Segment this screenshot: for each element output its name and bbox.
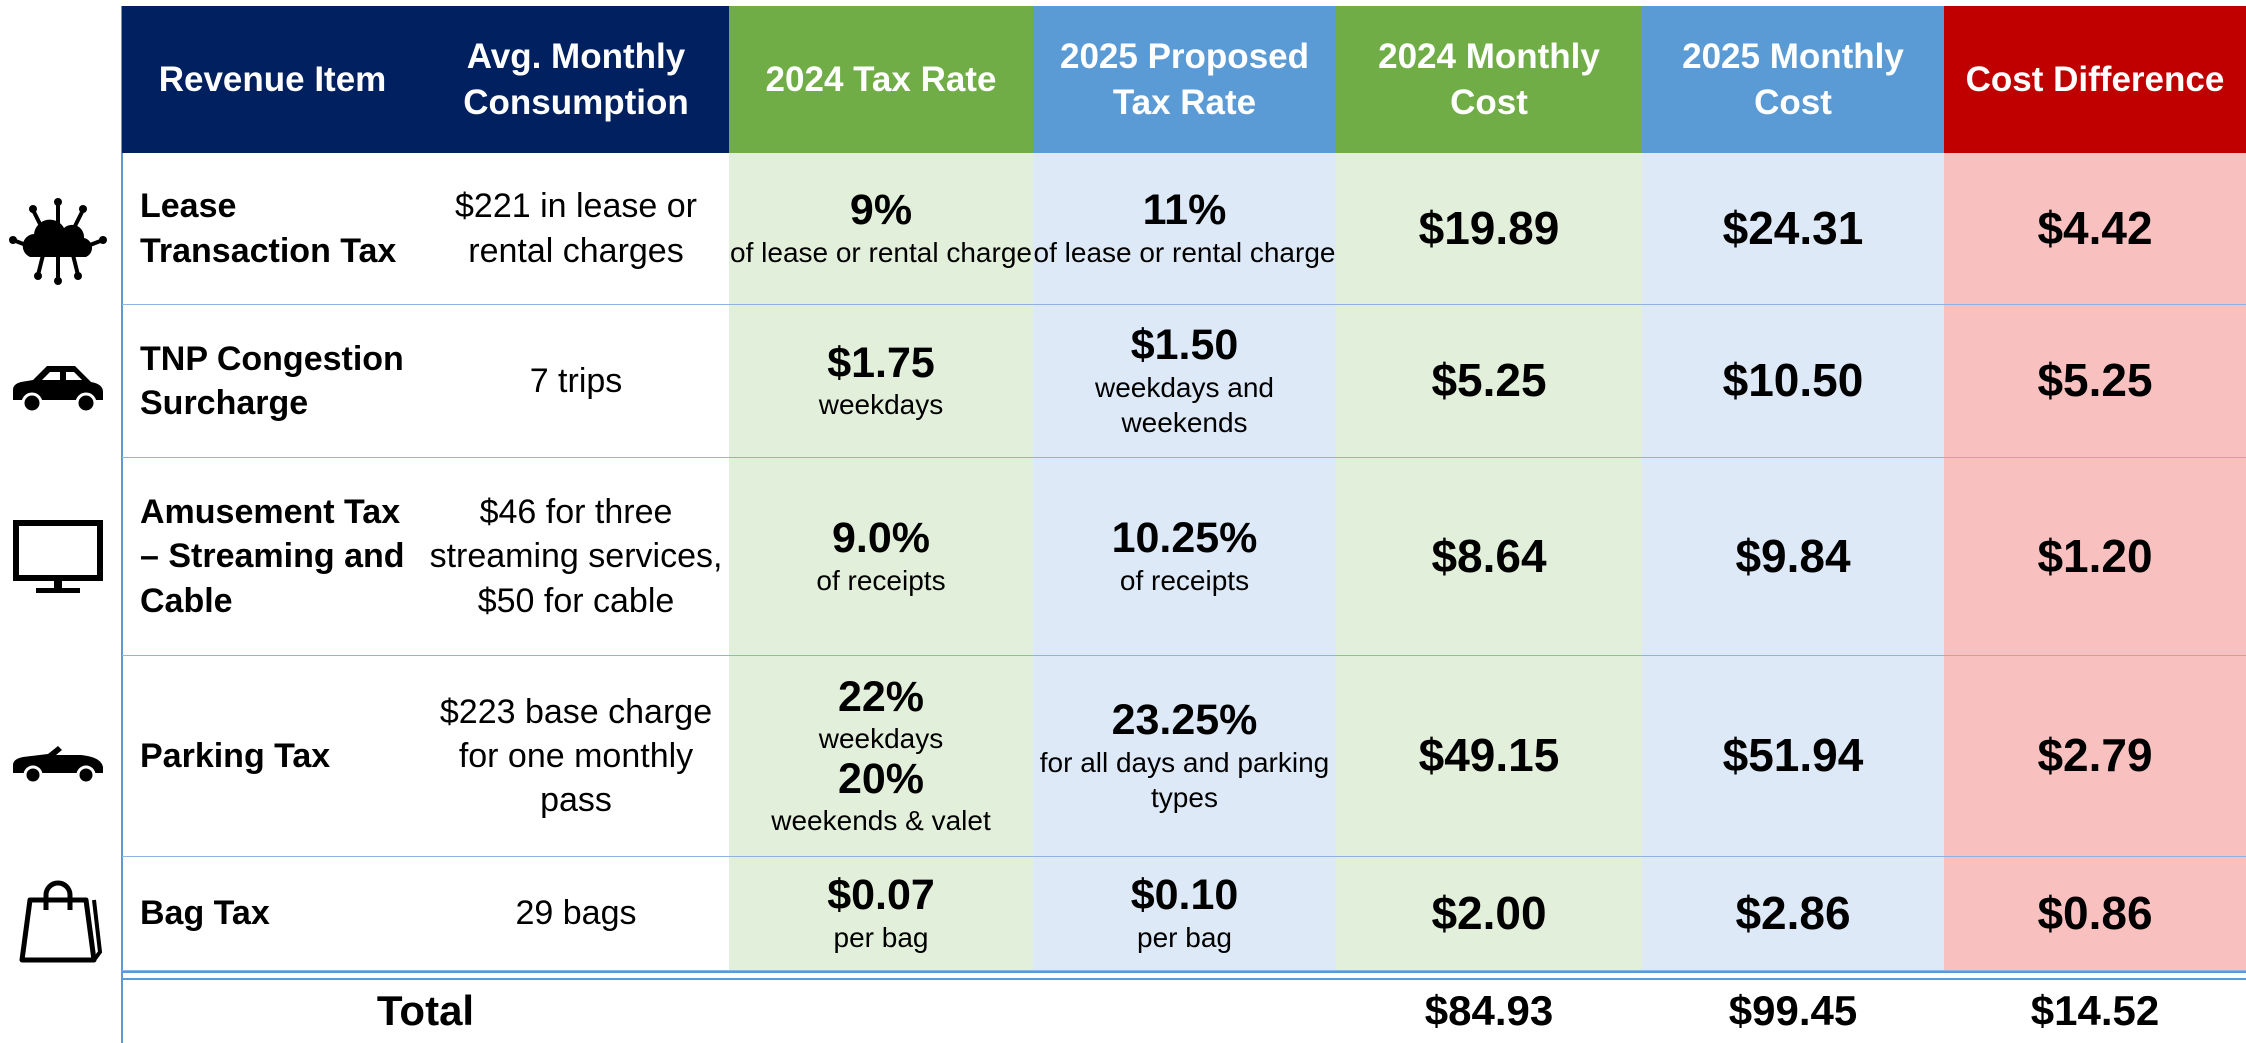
column-header: 2024 Tax Rate: [729, 6, 1033, 153]
empty-cell: [1033, 980, 1336, 1043]
rate-value: 9.0%: [831, 514, 930, 563]
cost-value: $8.64: [1336, 458, 1642, 656]
rate-value: 22%: [837, 672, 925, 721]
consumption: $46 for three streaming services, $50 for…: [423, 458, 729, 656]
tax-table: Revenue Item Avg. Monthly Consumption 2024…: [122, 6, 2246, 1043]
cost-value: $9.84: [1642, 458, 1944, 656]
revenue-item: Bag Tax: [122, 857, 423, 971]
rate-value: $0.10: [1130, 871, 1239, 920]
cost-value: $19.89: [1336, 153, 1642, 305]
cost-value: $5.25: [1336, 305, 1642, 458]
rate-value: $0.07: [827, 871, 935, 920]
cost-value: $4.42: [1944, 153, 2246, 305]
tax-rate: 23.25% for all days and parking types: [1033, 656, 1336, 857]
rate-value: $1.50: [1130, 321, 1239, 370]
consumption-line: $223 base charge for one monthly pass: [439, 692, 713, 820]
rate-value: $1.75: [827, 338, 935, 387]
tax-rate: $0.07 per bag: [729, 857, 1033, 971]
rate-note: for all days and parking types: [1039, 746, 1330, 813]
tax-rate: $1.75 weekdays: [729, 305, 1033, 458]
total-value: $99.45: [1728, 987, 1858, 1035]
cost-value: $51.94: [1642, 656, 1944, 857]
tax-rate: 9% of lease or rental charge: [729, 153, 1033, 305]
cost-value: $5.25: [1944, 305, 2246, 458]
cost-value: $24.31: [1642, 153, 1944, 305]
rate-note: per bag: [833, 921, 929, 953]
total-value: $14.52: [2030, 987, 2160, 1035]
bag-icon: [19, 880, 103, 963]
rate-note: weekdays: [818, 723, 944, 754]
consumption: 7 trips: [423, 305, 729, 458]
column-header: Avg. Monthly Consumption: [423, 6, 729, 153]
total-separator: [1336, 971, 1642, 980]
rate-value: 9%: [849, 186, 913, 235]
rate-value: 11%: [1142, 186, 1227, 235]
tax-rate: $1.50 weekdays and weekends: [1033, 305, 1336, 458]
column-header: 2024 Monthly Cost: [1336, 6, 1642, 153]
consumption-line: 29 bags: [515, 894, 637, 933]
consumption: $223 base charge for one monthly pass: [423, 656, 729, 857]
consumption-line: 7 trips: [529, 361, 623, 400]
tax-rate: 10.25% of receipts: [1033, 458, 1336, 656]
column-header: 2025 Proposed Tax Rate: [1033, 6, 1336, 153]
cost-value: $10.50: [1642, 305, 1944, 458]
table-border: [121, 6, 123, 1043]
revenue-item: Amusement Tax – Streaming and Cable: [122, 458, 423, 656]
total-separator: [1642, 971, 1944, 980]
rate-value: 23.25%: [1111, 696, 1258, 745]
rate-note: weekdays and weekends: [1094, 371, 1274, 438]
cost-value: $2.00: [1336, 857, 1642, 971]
rate-note: of receipts: [1119, 564, 1250, 596]
consumption-line: $221 in lease or rental charges: [455, 187, 697, 270]
total-label: Total: [376, 987, 475, 1035]
rate-value: 10.25%: [1111, 514, 1258, 563]
convertible-icon: [13, 746, 103, 785]
cost-value: $1.20: [1944, 458, 2246, 656]
column-header: Cost Difference: [1944, 6, 2246, 153]
total-separator: [729, 971, 1033, 980]
cost-value: $2.86: [1642, 857, 1944, 971]
monitor-icon: [13, 520, 103, 593]
consumption-line: $46 for three streaming services,: [429, 493, 723, 576]
column-header: 2025 Monthly Cost: [1642, 6, 1944, 153]
rate-note: per bag: [1137, 921, 1232, 953]
rate-note: of receipts: [816, 564, 946, 596]
rate-value: 20%: [837, 755, 925, 803]
total-separator: [1033, 971, 1336, 980]
total-value: $84.93: [1424, 987, 1554, 1035]
rate-note: weekdays: [818, 389, 944, 421]
revenue-item: Parking Tax: [122, 656, 423, 857]
tax-rate: 22% weekdays 20% weekends & valet: [729, 656, 1033, 857]
revenue-item: TNP Congestion Surcharge: [122, 305, 423, 458]
revenue-item: Lease Transaction Tax: [122, 153, 423, 305]
consumption-line: $50 for cable: [477, 581, 675, 620]
empty-cell: [729, 980, 1033, 1043]
consumption: $221 in lease or rental charges: [423, 153, 729, 305]
total-separator: [1944, 971, 2246, 980]
rate-note: of lease or rental charge: [1033, 236, 1336, 268]
tax-rate: 11% of lease or rental charge: [1033, 153, 1336, 305]
cost-value: $49.15: [1336, 656, 1642, 857]
cloud-network-icon: [9, 198, 107, 285]
column-header: Revenue Item: [122, 6, 423, 153]
total-separator: [423, 971, 729, 980]
cost-value: $0.86: [1944, 857, 2246, 971]
total-separator: [122, 971, 423, 980]
car-icon: [13, 366, 103, 414]
rate-note: weekends & valet: [771, 805, 991, 837]
tax-rate: 9.0% of receipts: [729, 458, 1033, 656]
tax-rate: $0.10 per bag: [1033, 857, 1336, 971]
cost-value: $2.79: [1944, 656, 2246, 857]
consumption: 29 bags: [423, 857, 729, 971]
rate-note: of lease or rental charge: [730, 236, 1032, 268]
